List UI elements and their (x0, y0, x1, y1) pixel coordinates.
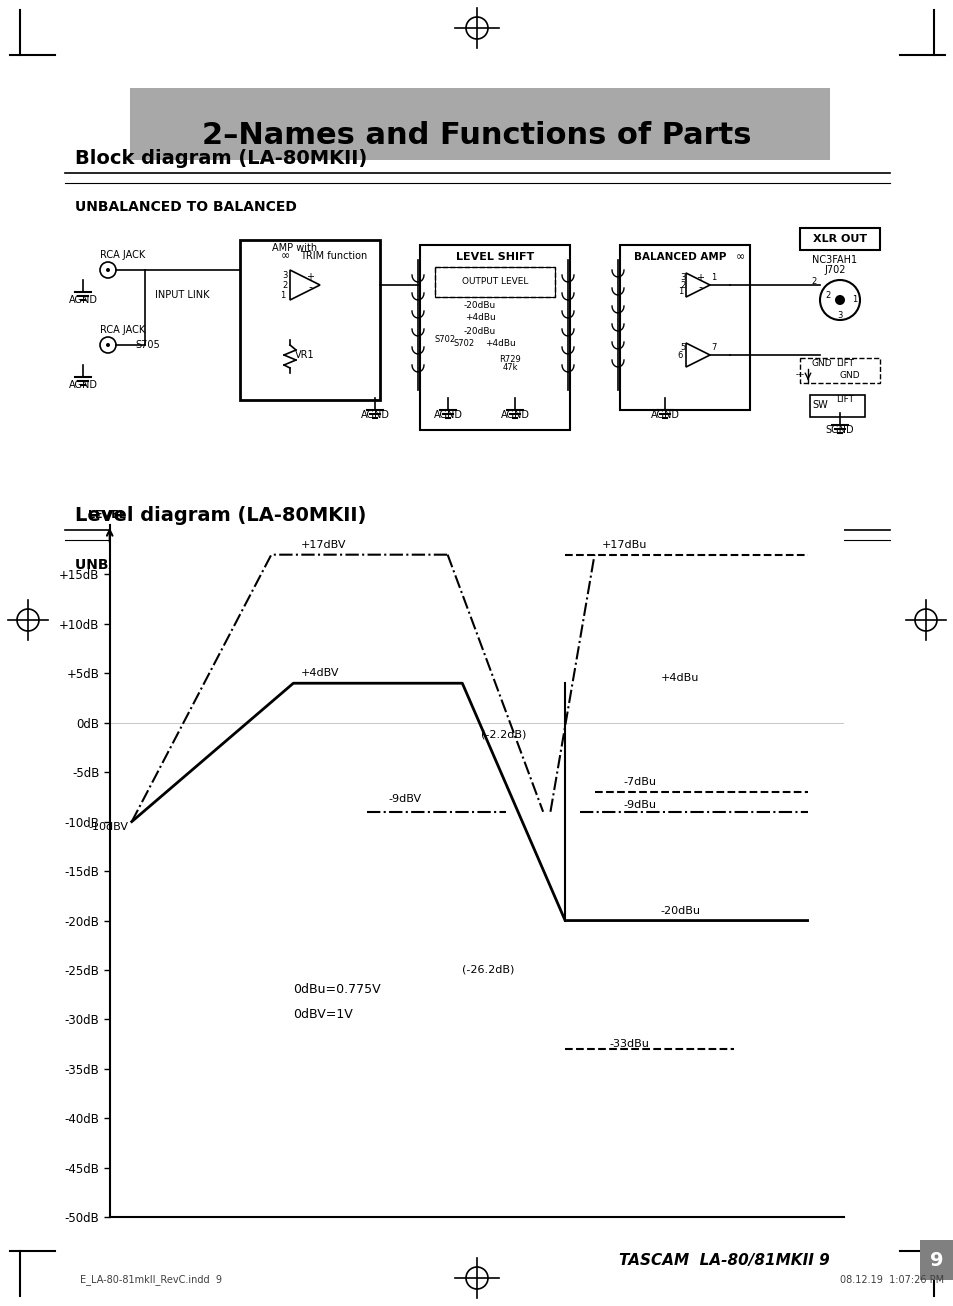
Text: AGND: AGND (69, 380, 97, 390)
Text: -20dBu: -20dBu (463, 300, 496, 310)
Text: 08.12.19  1:07:26 PM: 08.12.19 1:07:26 PM (840, 1275, 943, 1285)
Text: OUTPUT LEVEL: OUTPUT LEVEL (461, 277, 528, 286)
Text: TASCAM  LA-80/81MKII 9: TASCAM LA-80/81MKII 9 (618, 1252, 829, 1268)
Text: S705: S705 (135, 340, 160, 350)
Text: LIFT: LIFT (835, 359, 853, 368)
Text: 9: 9 (929, 1251, 943, 1269)
Text: -: - (308, 282, 312, 293)
Text: -20dBu: -20dBu (463, 328, 496, 337)
Circle shape (106, 343, 110, 347)
Bar (419, 246, 569, 430)
Text: +4dBu: +4dBu (464, 313, 495, 323)
Text: -10dBV: -10dBV (88, 821, 128, 832)
Text: 0dBu=0.775V: 0dBu=0.775V (294, 983, 380, 996)
Bar (130, 88, 829, 161)
Text: 1: 1 (677, 287, 682, 296)
Text: S702: S702 (454, 338, 475, 347)
Text: E_LA-80-81mkII_RevC.indd  9: E_LA-80-81mkII_RevC.indd 9 (80, 1275, 222, 1285)
Text: 2: 2 (679, 281, 685, 290)
Text: 2: 2 (811, 277, 816, 286)
Text: 1: 1 (279, 290, 285, 299)
Text: 2: 2 (824, 290, 830, 299)
Text: +4dBV: +4dBV (300, 669, 339, 678)
Text: +17dBu: +17dBu (601, 539, 646, 550)
Text: 5: 5 (679, 343, 685, 353)
Text: +: + (306, 272, 314, 282)
Text: 3: 3 (282, 270, 288, 279)
Text: Block diagram (LA-80MKII): Block diagram (LA-80MKII) (75, 149, 367, 168)
Text: LEVEL: LEVEL (88, 511, 126, 520)
Text: R729: R729 (498, 355, 520, 364)
Text: S702: S702 (434, 336, 456, 345)
Text: GND: GND (811, 359, 831, 368)
Text: -: - (698, 282, 701, 293)
Text: 6: 6 (677, 350, 682, 359)
Bar (435, 266, 555, 296)
Circle shape (106, 268, 110, 272)
Text: ---: --- (795, 371, 803, 380)
Circle shape (834, 295, 844, 306)
Text: NC3FAH1: NC3FAH1 (812, 255, 857, 265)
Text: 0dBV=1V: 0dBV=1V (294, 1008, 353, 1021)
Text: +4dBu: +4dBu (659, 674, 699, 683)
Text: AMP with: AMP with (273, 243, 317, 253)
Text: TRIM function: TRIM function (299, 251, 367, 261)
Text: J702: J702 (823, 265, 845, 276)
Text: SGND: SGND (825, 424, 854, 435)
Text: 2–Names and Functions of Parts: 2–Names and Functions of Parts (202, 120, 751, 149)
Text: 47k: 47k (501, 363, 517, 372)
Text: +17dBV: +17dBV (300, 539, 346, 550)
Text: SW: SW (811, 400, 827, 410)
Bar (619, 246, 749, 410)
Text: Level diagram (LA-80MKII): Level diagram (LA-80MKII) (75, 505, 366, 525)
Text: AGND: AGND (500, 410, 529, 421)
Text: UNBALANCED TO BALANCED: UNBALANCED TO BALANCED (75, 558, 296, 572)
Text: 2: 2 (282, 281, 287, 290)
Text: -20dBu: -20dBu (659, 905, 700, 916)
Bar (240, 240, 379, 400)
Text: -9dBV: -9dBV (389, 794, 421, 804)
Text: AGND: AGND (360, 410, 389, 421)
Text: XLR OUT: XLR OUT (812, 234, 866, 244)
Text: -33dBu: -33dBu (609, 1040, 648, 1049)
Bar (435, 266, 555, 296)
Text: RCA JACK: RCA JACK (100, 325, 145, 336)
Text: GND: GND (839, 371, 860, 380)
Text: +4dBu: +4dBu (484, 338, 516, 347)
Text: AGND: AGND (433, 410, 462, 421)
Bar (800, 229, 879, 249)
Bar (800, 358, 879, 383)
Text: 3: 3 (679, 273, 685, 282)
Text: ∞: ∞ (735, 252, 744, 263)
Text: VR1: VR1 (294, 350, 314, 360)
Text: -9dBu: -9dBu (623, 799, 657, 810)
Text: AGND: AGND (650, 410, 679, 421)
Text: INPUT LINK: INPUT LINK (154, 290, 210, 300)
Text: (-2.2dB): (-2.2dB) (480, 730, 525, 739)
Text: RCA JACK: RCA JACK (100, 249, 145, 260)
Text: LEVEL SHIFT: LEVEL SHIFT (456, 252, 534, 263)
Text: -7dBu: -7dBu (623, 777, 657, 788)
Text: UNBALANCED TO BALANCED: UNBALANCED TO BALANCED (75, 200, 296, 214)
Bar (809, 394, 864, 417)
Text: 1: 1 (851, 295, 857, 304)
Text: 7: 7 (711, 343, 716, 353)
Text: 3: 3 (837, 311, 841, 320)
Bar (919, 1239, 953, 1280)
Text: BALANCED AMP: BALANCED AMP (633, 252, 725, 263)
Text: AGND: AGND (69, 295, 97, 306)
Text: (-26.2dB): (-26.2dB) (462, 965, 515, 976)
Text: +: + (696, 273, 703, 283)
Text: LIFT: LIFT (835, 396, 853, 405)
Text: ∞: ∞ (280, 251, 290, 261)
Text: 1: 1 (711, 273, 716, 282)
